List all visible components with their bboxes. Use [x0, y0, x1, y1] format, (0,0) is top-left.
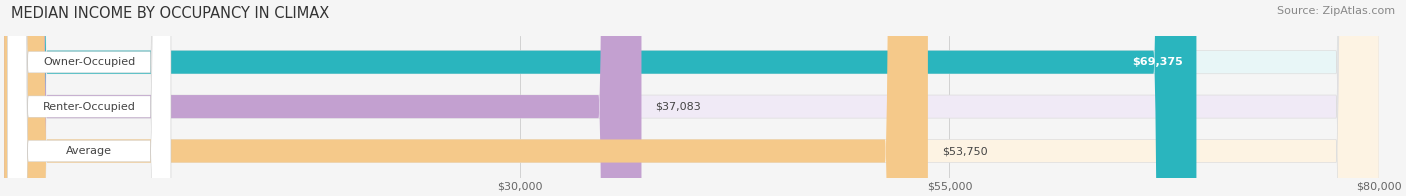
- FancyBboxPatch shape: [7, 0, 172, 196]
- FancyBboxPatch shape: [4, 0, 641, 196]
- Text: $37,083: $37,083: [655, 102, 702, 112]
- FancyBboxPatch shape: [4, 0, 1379, 196]
- Text: $69,375: $69,375: [1132, 57, 1182, 67]
- FancyBboxPatch shape: [7, 0, 172, 196]
- Text: MEDIAN INCOME BY OCCUPANCY IN CLIMAX: MEDIAN INCOME BY OCCUPANCY IN CLIMAX: [11, 6, 329, 21]
- FancyBboxPatch shape: [7, 0, 172, 196]
- Text: Renter-Occupied: Renter-Occupied: [42, 102, 135, 112]
- FancyBboxPatch shape: [4, 0, 928, 196]
- Text: Average: Average: [66, 146, 112, 156]
- FancyBboxPatch shape: [4, 0, 1197, 196]
- FancyBboxPatch shape: [4, 0, 1379, 196]
- Text: $53,750: $53,750: [942, 146, 987, 156]
- Text: Owner-Occupied: Owner-Occupied: [44, 57, 135, 67]
- FancyBboxPatch shape: [4, 0, 1379, 196]
- Text: Source: ZipAtlas.com: Source: ZipAtlas.com: [1277, 6, 1395, 16]
